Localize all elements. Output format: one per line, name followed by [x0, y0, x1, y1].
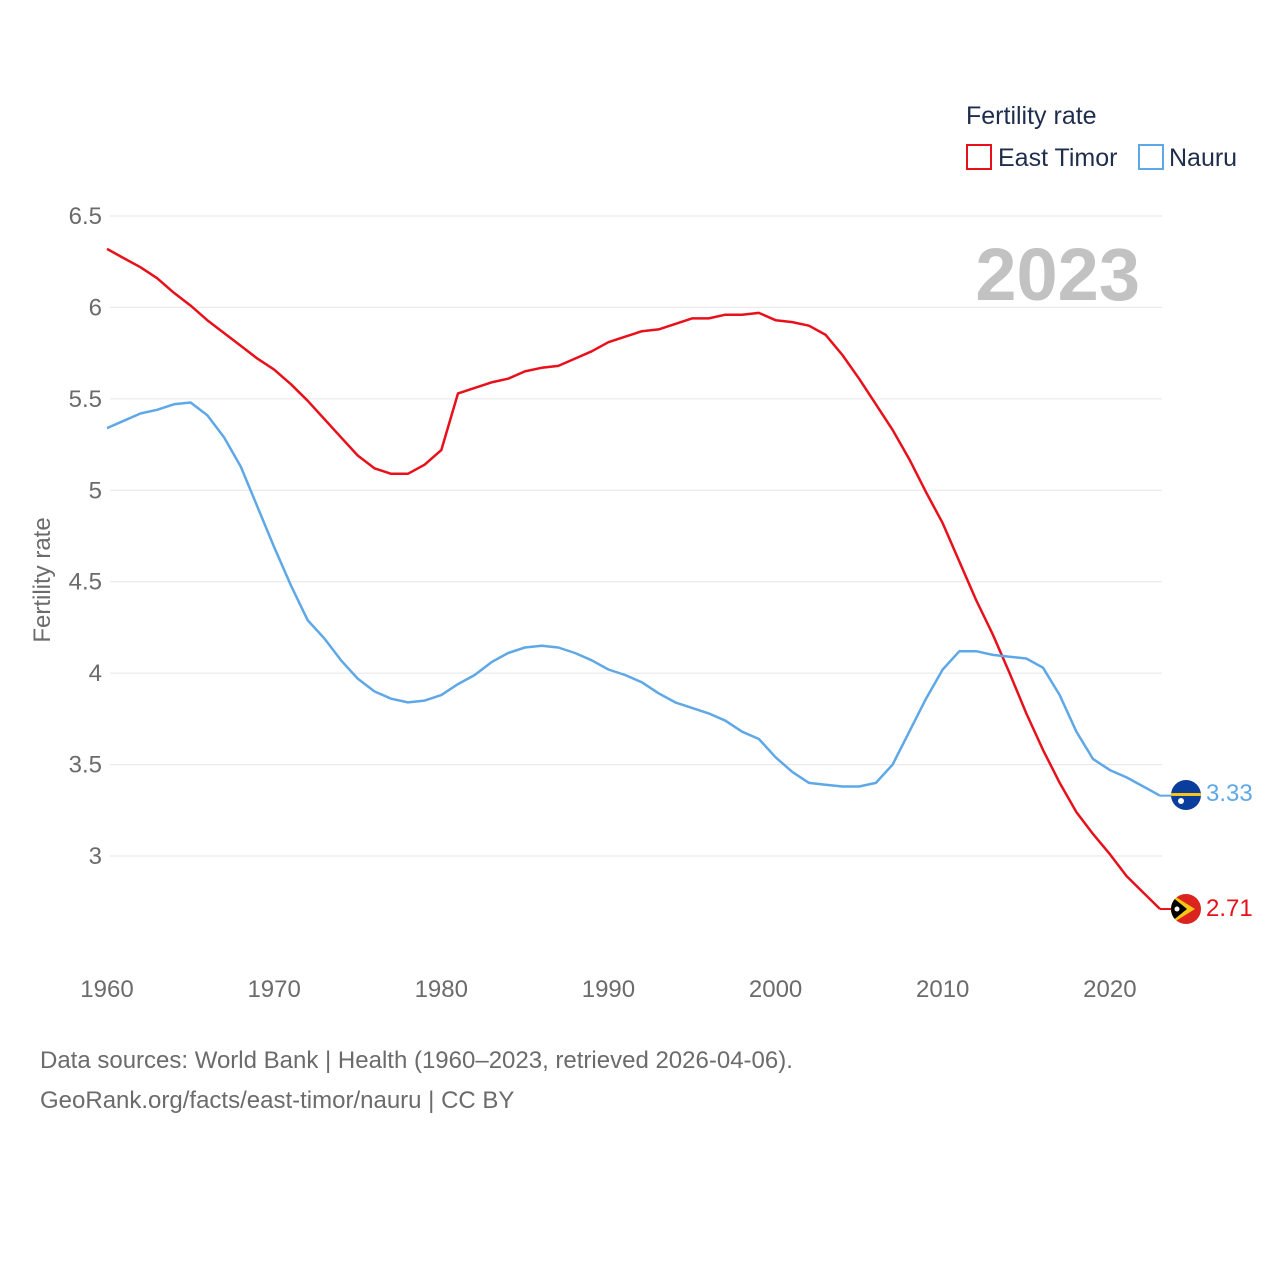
- end-label-nauru: 3.33: [1206, 780, 1253, 807]
- footer-link: GeoRank.org/facts/east-timor/nauru | CC …: [40, 1087, 514, 1114]
- x-tick-label: 1980: [415, 976, 468, 1003]
- x-tick-label: 1960: [80, 976, 133, 1003]
- legend-label-nauru: Nauru: [1169, 144, 1237, 172]
- x-tick-label: 1990: [582, 976, 635, 1003]
- legend: Fertility rate East Timor Nauru: [966, 102, 1237, 172]
- legend-label-east-timor: East Timor: [998, 144, 1117, 172]
- y-tick-label: 5.5: [69, 386, 102, 413]
- x-tick-label: 1970: [247, 976, 300, 1003]
- legend-swatch-east-timor: [966, 144, 992, 170]
- y-tick-label: 3.5: [69, 752, 102, 779]
- y-tick-label: 3: [89, 843, 102, 870]
- x-tick-label: 2000: [749, 976, 802, 1003]
- nauru-flag-icon: [1171, 780, 1201, 810]
- x-tick-label: 2010: [916, 976, 969, 1003]
- y-tick-label: 4: [89, 660, 102, 687]
- x-axis-ticks: 1960 1970 1980 1990 2000 2010 2020: [80, 976, 1136, 1003]
- footer-sources: Data sources: World Bank | Health (1960–…: [40, 1047, 793, 1074]
- y-tick-label: 6: [89, 294, 102, 321]
- east-timor-flag-icon: [1171, 894, 1201, 924]
- y-tick-label: 5: [89, 477, 102, 504]
- y-axis-ticks: 3 3.5 4 4.5 5 5.5 6 6.5: [69, 203, 102, 870]
- end-label-east-timor: 2.71: [1206, 895, 1253, 922]
- gridlines: [110, 215, 1162, 857]
- x-tick-label: 2020: [1083, 976, 1136, 1003]
- y-axis-label: Fertility rate: [29, 517, 56, 642]
- series-line-nauru: [106, 401, 1161, 797]
- legend-swatch-nauru: [1138, 144, 1164, 170]
- year-label: 2023: [975, 233, 1140, 316]
- series-lines: [106, 247, 1172, 911]
- series-line-east-timor: [106, 247, 1161, 910]
- legend-title: Fertility rate: [966, 102, 1097, 130]
- y-tick-label: 6.5: [69, 203, 102, 230]
- y-tick-label: 4.5: [69, 569, 102, 596]
